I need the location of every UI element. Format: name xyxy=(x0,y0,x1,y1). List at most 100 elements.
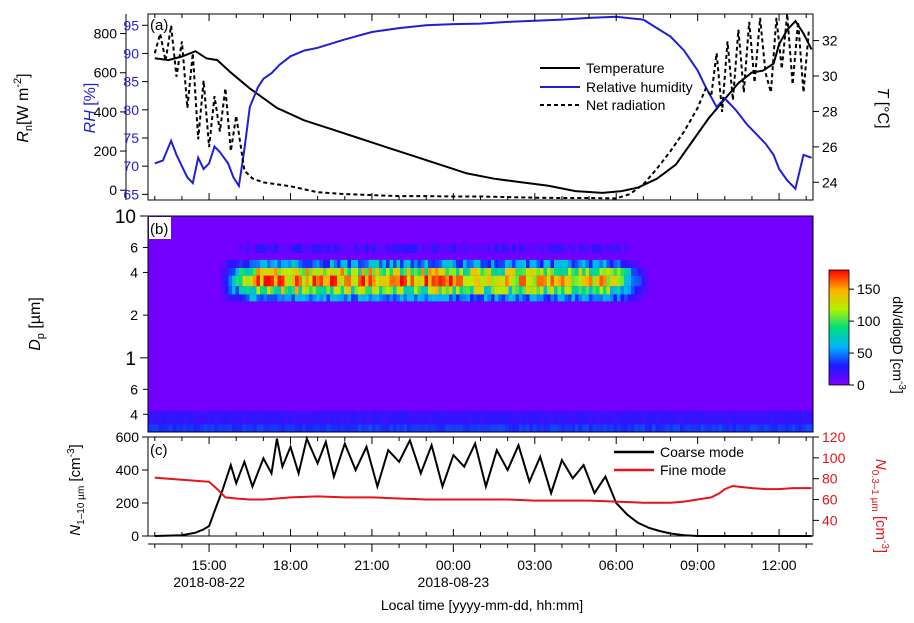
heatmap-cell xyxy=(603,244,607,253)
series-fine-mode xyxy=(154,476,812,504)
heatmap-cell xyxy=(228,424,233,432)
heatmap-cell xyxy=(347,294,352,302)
heatmap-cell xyxy=(298,294,303,302)
heatmap-cell xyxy=(319,259,324,268)
heatmap-cell xyxy=(561,294,565,302)
heatmap-cell xyxy=(631,411,635,425)
heatmap-cell xyxy=(561,275,565,287)
heatmap-cell xyxy=(235,424,240,432)
t-tick-label: 26 xyxy=(822,139,838,155)
heatmap-cell xyxy=(473,286,478,295)
heatmap-cell xyxy=(281,286,285,295)
heatmap-cell xyxy=(529,268,534,276)
heatmap-cell xyxy=(396,424,401,432)
heatmap-cell xyxy=(267,268,271,276)
heatmap-cell xyxy=(221,286,226,295)
heatmap-cell xyxy=(792,411,796,425)
heatmap-cell xyxy=(522,411,527,425)
heatmap-cell xyxy=(400,268,404,276)
heatmap-cell xyxy=(368,259,373,268)
heatmap-cell xyxy=(242,411,247,425)
heatmap-cell xyxy=(463,259,467,268)
heatmap-cell xyxy=(375,294,380,302)
heatmap-cell xyxy=(337,286,341,295)
heatmap-cell xyxy=(641,275,646,287)
heatmap-cell xyxy=(554,294,558,302)
heatmap-cell xyxy=(449,294,453,302)
heatmap-cell xyxy=(599,275,604,287)
heatmap-cell xyxy=(627,286,632,295)
heatmap-cell xyxy=(421,244,425,253)
heatmap-cell xyxy=(589,294,593,302)
heatmap-cell xyxy=(305,286,310,295)
time-tick-label: 00:00 xyxy=(436,557,471,573)
heatmap-cell xyxy=(645,424,649,432)
heatmap-cell xyxy=(344,286,348,295)
heatmap-cell xyxy=(288,244,292,253)
heatmap-cell xyxy=(302,275,306,287)
heatmap-cell xyxy=(221,294,226,302)
heatmap-cell xyxy=(743,424,747,432)
heatmap-cell xyxy=(256,424,261,432)
heatmap-cell xyxy=(568,244,572,253)
heatmap-cell xyxy=(277,286,282,295)
heatmap-cell xyxy=(480,411,485,425)
heatmap-cell xyxy=(274,275,278,287)
heatmap-cell xyxy=(319,275,324,287)
heatmap-cell xyxy=(333,268,338,276)
heatmap-cell xyxy=(298,275,303,287)
heatmap-cell xyxy=(606,286,611,295)
heatmap-cell xyxy=(365,294,369,302)
heatmap-cell xyxy=(452,424,457,432)
heatmap-cell xyxy=(543,294,548,302)
heatmap-cell xyxy=(435,411,439,425)
series-relative-humidity xyxy=(154,15,812,191)
heatmap-cell xyxy=(386,424,390,432)
heatmap-cell xyxy=(491,275,495,287)
heatmap-cell xyxy=(501,244,506,253)
heatmap-cell xyxy=(305,411,310,425)
heatmap-cell xyxy=(242,244,247,253)
heatmap-cell xyxy=(505,268,509,276)
heatmap-cell xyxy=(578,244,583,253)
heatmap-cell xyxy=(599,244,604,253)
heatmap-cell xyxy=(466,411,471,425)
heatmap-cell xyxy=(305,294,310,302)
heatmap-cell xyxy=(438,268,443,276)
heatmap-cell xyxy=(225,411,229,425)
heatmap-cell xyxy=(449,286,453,295)
heatmap-cell xyxy=(253,294,257,302)
heatmap-cell xyxy=(540,244,544,253)
heatmap-cell xyxy=(645,275,649,287)
heatmap-cell xyxy=(386,244,390,253)
heatmap-cell xyxy=(809,424,814,432)
fine-tick-label: 100 xyxy=(822,450,846,466)
heatmap-cell xyxy=(368,424,373,432)
heatmap-cell xyxy=(473,268,478,276)
heatmap-cell xyxy=(561,286,565,295)
heatmap-cell xyxy=(627,259,632,268)
heatmap-cell xyxy=(750,411,754,425)
heatmap-cell xyxy=(316,259,320,268)
heatmap-cell xyxy=(421,411,425,425)
heatmap-cell xyxy=(403,411,408,425)
heatmap-cell xyxy=(701,424,705,432)
heatmap-cell xyxy=(610,411,614,425)
heatmap-cell xyxy=(480,268,485,276)
heatmap-cell xyxy=(582,268,586,276)
time-tick-label: 18:00 xyxy=(273,557,308,573)
heatmap-cell xyxy=(459,411,464,425)
heatmap-cell xyxy=(256,275,261,287)
heatmap-cell xyxy=(172,424,177,432)
heatmap-cell xyxy=(284,268,289,276)
heatmap-cell xyxy=(424,294,429,302)
heatmap-cell xyxy=(179,424,184,432)
heatmap-cell xyxy=(281,275,285,287)
heatmap-cell xyxy=(267,286,271,295)
heatmap-cell xyxy=(610,424,614,432)
heatmap-cell xyxy=(452,259,457,268)
panel-c-series xyxy=(154,435,812,537)
heatmap-cell xyxy=(449,411,453,425)
heatmap-cell xyxy=(351,424,355,432)
heatmap-cell xyxy=(354,259,359,268)
